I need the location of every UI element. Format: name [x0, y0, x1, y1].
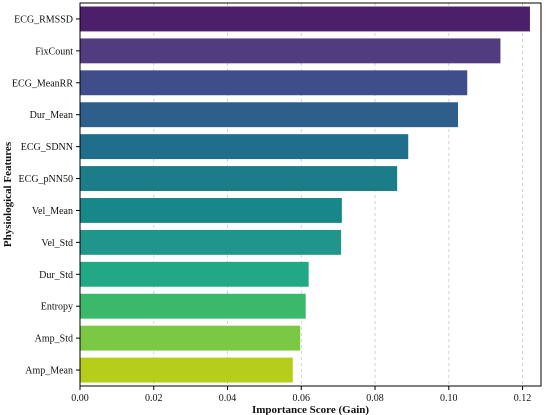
- x-tick-label: 0.08: [366, 393, 384, 404]
- y-axis-title: Physiological Features: [2, 141, 14, 247]
- x-tick-label: 0.02: [145, 393, 163, 404]
- x-tick-label: 0.06: [293, 393, 311, 404]
- bar-entropy: [80, 293, 306, 319]
- y-category-label: Amp_Mean: [25, 366, 73, 377]
- plot-frame: [79, 2, 542, 387]
- y-category-label: Vel_Mean: [32, 206, 73, 217]
- x-tick-layer: 0.00 0.02 0.04 0.06 0.08 0.10 0.12: [71, 386, 531, 404]
- y-category-label: Entropy: [41, 302, 73, 313]
- bar-ecg-rmssd: [80, 6, 530, 32]
- y-category-label: ECG_SDNN: [21, 142, 73, 153]
- bar-vel-std: [80, 229, 342, 255]
- x-tick-label: 0.04: [219, 393, 237, 404]
- y-category-label: Dur_Std: [39, 270, 73, 281]
- y-category-label: ECG_MeanRR: [12, 78, 73, 89]
- x-tick-label: 0.00: [71, 393, 89, 404]
- x-tick-label: 0.10: [440, 393, 458, 404]
- bar-dur-std: [80, 261, 309, 287]
- bar-amp-mean: [80, 357, 293, 383]
- y-category-label: FixCount: [35, 46, 73, 57]
- x-tick-label: 0.12: [514, 393, 532, 404]
- y-category-label: ECG_RMSSD: [14, 14, 73, 25]
- grid-layer: [153, 3, 523, 386]
- y-category-label: Amp_Std: [35, 334, 73, 345]
- bar-dur-mean: [80, 102, 459, 128]
- bar-ecg-pnn50: [80, 166, 398, 191]
- y-category-label: Dur_Mean: [30, 110, 73, 121]
- bar-vel-mean: [80, 198, 342, 223]
- x-axis-title: Importance Score (Gain): [252, 404, 369, 415]
- y-category-label: ECG_pNN50: [19, 174, 73, 185]
- bar-fixcount: [80, 38, 501, 64]
- y-category-layer: ECG_RMSSD FixCount ECG_MeanRR Dur_Mean ECG_S…: [12, 14, 80, 377]
- axis-layer: [79, 2, 542, 387]
- bar-layer: [80, 6, 530, 383]
- y-category-label: Vel_Std: [41, 238, 73, 249]
- bar-ecg-meanrr: [80, 70, 468, 96]
- bar-ecg-sdnn: [80, 134, 409, 160]
- bar-amp-std: [80, 325, 301, 351]
